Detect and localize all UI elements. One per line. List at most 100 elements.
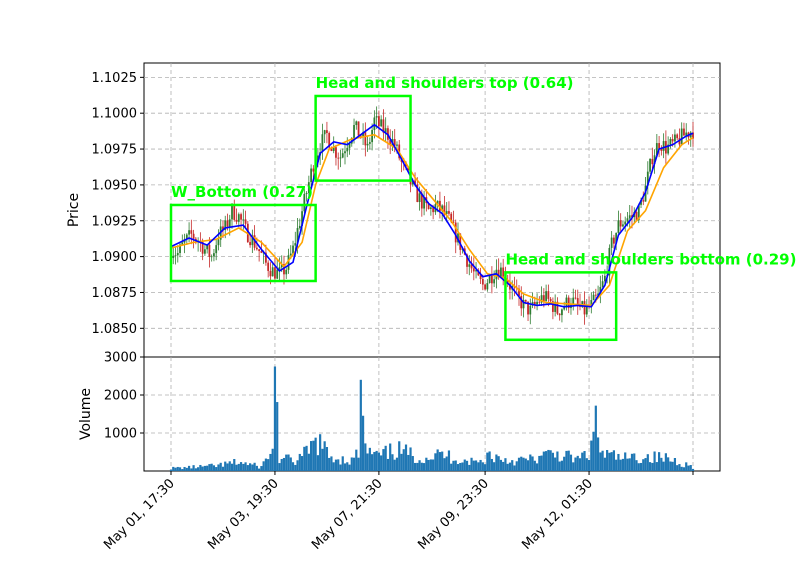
pattern-box <box>504 271 618 342</box>
candle-body <box>540 295 543 303</box>
candle-body <box>683 128 685 136</box>
candle-body <box>574 297 577 299</box>
candle-body <box>271 267 274 277</box>
volume-bar <box>400 453 403 471</box>
volume-bar <box>185 467 188 471</box>
candle-body <box>353 125 355 138</box>
volume-bar <box>224 461 227 471</box>
volume-bar <box>594 405 597 471</box>
x-tick-label: May 12, 01:30 <box>519 476 596 553</box>
volume-bar <box>583 451 586 471</box>
x-axis: May 01, 17:30 May 03, 19:30 May 07, 21:30 M… <box>101 471 694 553</box>
candle-body <box>226 220 229 227</box>
volume-bar <box>687 465 690 471</box>
volume-bar <box>307 453 310 471</box>
volume-bar <box>608 452 611 471</box>
volume-bar <box>617 453 620 471</box>
volume-bar <box>310 441 313 471</box>
volume-bar <box>183 466 186 471</box>
candle-body <box>312 168 315 172</box>
volume-bar <box>606 450 609 471</box>
volume-bar <box>203 465 206 471</box>
volume-bar <box>375 450 378 471</box>
candle-body <box>484 284 487 290</box>
candle-body <box>622 224 624 227</box>
candle-body <box>296 228 299 244</box>
volume-bar <box>221 466 225 471</box>
candle-body <box>583 301 586 315</box>
candle-body <box>258 249 261 252</box>
volume-bar <box>685 462 688 471</box>
candle-body <box>536 301 538 305</box>
candle-body <box>565 297 568 308</box>
volume-bar <box>565 450 568 471</box>
candle-body <box>520 295 523 309</box>
candle-body <box>292 245 294 254</box>
volume-bar <box>441 451 444 471</box>
volume-bar <box>251 464 254 471</box>
volume-bar <box>549 450 552 471</box>
volume-bar <box>199 464 202 471</box>
candle-body <box>671 139 674 142</box>
volume-bar <box>276 402 279 471</box>
candle-body <box>335 147 337 158</box>
candle-body <box>635 211 638 221</box>
volume-bar <box>463 459 466 471</box>
volume-bar <box>285 454 288 471</box>
volume-bar <box>658 452 661 471</box>
volume-bar <box>332 462 335 471</box>
volume-bar <box>585 458 588 471</box>
pattern-label: Head and shoulders bottom (0.29) <box>505 250 796 268</box>
volume-bar <box>452 460 455 471</box>
volume-bar <box>574 457 577 471</box>
candle-body <box>362 132 364 137</box>
volume-bar <box>529 454 532 471</box>
volume-bar <box>278 463 281 471</box>
volume-bar <box>352 457 356 471</box>
candle-body <box>667 144 670 154</box>
volume-bar <box>639 462 643 471</box>
candle-body <box>298 225 301 229</box>
candle-body <box>617 220 620 233</box>
volume-bar <box>361 415 365 471</box>
volume-bar <box>558 461 561 471</box>
candle-body <box>490 275 493 284</box>
candle-body <box>479 275 482 280</box>
volume-bar <box>389 443 392 471</box>
candle-body <box>522 299 525 309</box>
volume-bar <box>513 465 516 471</box>
volume-bar <box>569 454 573 471</box>
volume-bar-series <box>169 366 695 471</box>
volume-bar <box>633 453 636 471</box>
volume-bar <box>535 463 539 471</box>
volume-bar <box>280 458 283 471</box>
volume-bar <box>615 459 618 471</box>
candle-body <box>615 232 618 244</box>
candle-body <box>445 211 448 215</box>
volume-bar <box>206 465 209 471</box>
volume-bar <box>563 456 566 471</box>
volume-bar <box>398 441 401 471</box>
candle-body <box>321 134 324 153</box>
candle-body <box>337 157 340 159</box>
candle-body <box>382 119 385 133</box>
volume-bar <box>343 463 347 471</box>
volume-bar <box>235 464 238 471</box>
volume-bar <box>506 463 509 471</box>
candle-body <box>233 204 236 220</box>
volume-bar <box>486 452 489 471</box>
candle-body <box>393 139 396 146</box>
candle-body <box>355 121 358 126</box>
volume-bar <box>554 457 557 471</box>
volume-bar <box>294 464 297 471</box>
pattern-annotations: W_Bottom (0.27) Head and shoulders top (0… <box>169 74 796 342</box>
volume-bar <box>219 462 222 471</box>
volume-bar <box>190 468 193 471</box>
volume-bar <box>540 455 543 471</box>
volume-bar <box>176 466 179 471</box>
candle-body <box>416 184 419 203</box>
volume-bar <box>495 454 498 471</box>
volume-bar <box>357 457 360 471</box>
candle-body <box>235 219 238 222</box>
candle-body <box>396 144 398 146</box>
